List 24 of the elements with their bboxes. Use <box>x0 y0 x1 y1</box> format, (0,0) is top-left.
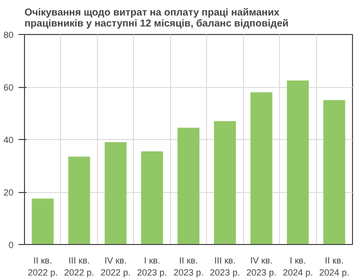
y-tick-label: 0 <box>8 240 14 250</box>
bar <box>141 151 163 244</box>
x-tick-label: IV кв. 2023 р. <box>246 256 276 278</box>
y-tick-label: 60 <box>3 82 14 92</box>
x-tick-label: II кв. 2024 р. <box>319 256 350 278</box>
x-tick-label: III кв. 2023 р. <box>210 256 240 278</box>
x-tick-label: IV кв. 2022 р. <box>100 256 131 278</box>
bar <box>286 80 309 244</box>
bar <box>104 142 127 244</box>
y-tick-label: 40 <box>3 135 14 145</box>
bar <box>323 100 346 244</box>
chart-title: Очікування щодо витрат на оплату праці найманих працівників у наступні 12 місяців, баланс відповідей <box>24 8 289 30</box>
x-tick-label: I кв. 2024 р. <box>282 256 313 278</box>
x-tick-label: I кв. 2023 р. <box>137 256 168 278</box>
x-tick-label: II кв. 2022 р. <box>28 256 58 278</box>
bar <box>214 121 236 244</box>
y-tick-label: 20 <box>3 188 14 198</box>
bar <box>32 198 54 244</box>
y-tick-label: 80 <box>3 30 14 40</box>
bar <box>178 128 200 244</box>
bar <box>250 92 272 244</box>
bar <box>68 156 90 244</box>
x-tick-label: III кв. 2022 р. <box>64 256 94 278</box>
x-tick-label: II кв. 2023 р. <box>173 256 204 278</box>
